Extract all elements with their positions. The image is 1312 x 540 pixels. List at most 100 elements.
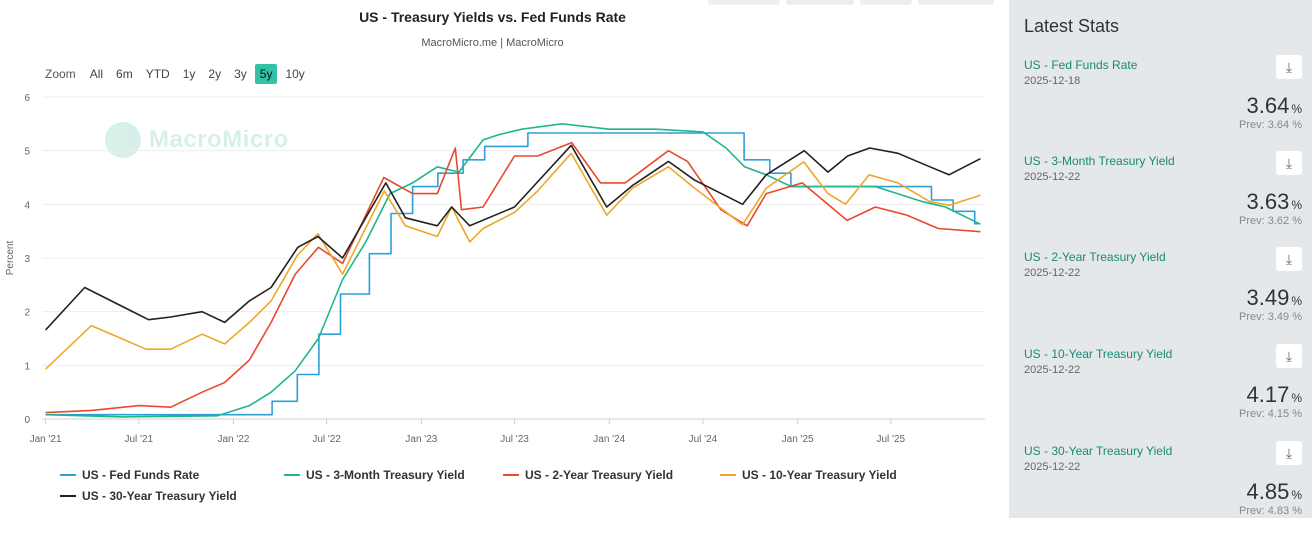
series-line-3 <box>45 141 981 414</box>
x-tick-label: Jul '21 <box>124 434 153 445</box>
stat-date: 2025-12-22 <box>1024 267 1081 279</box>
stat-item-fed-funds: US - Fed Funds Rate 2025-12-18 ⤓ 3.64% P… <box>1009 55 1312 154</box>
x-tick-label: Jul '22 <box>312 434 341 445</box>
stat-item-30-year: US - 30-Year Treasury Yield 2025-12-22 ⤓… <box>1009 441 1312 540</box>
legend-swatch <box>60 474 76 476</box>
top-tab[interactable] <box>708 0 780 5</box>
x-tick-label: Jul '25 <box>877 434 906 445</box>
y-tick-label: 0 <box>24 415 30 426</box>
stat-prev: Prev: 4.15 % <box>1239 408 1302 420</box>
stat-unit: % <box>1291 391 1302 405</box>
stat-value-number: 4.17 <box>1246 382 1290 407</box>
legend-label: US - 3-Month Treasury Yield <box>306 468 465 482</box>
stat-name[interactable]: US - Fed Funds Rate <box>1024 58 1138 72</box>
x-tick-label: Jul '24 <box>689 434 718 445</box>
stat-prev: Prev: 3.49 % <box>1239 311 1302 323</box>
stat-name[interactable]: US - 3-Month Treasury Yield <box>1024 154 1175 168</box>
x-tick-label: Jul '23 <box>500 434 529 445</box>
chart-subtitle: MacroMicro.me | MacroMicro <box>421 37 564 49</box>
watermark-logo-icon <box>105 122 141 158</box>
legend-item-fed-funds[interactable]: US - Fed Funds Rate <box>60 468 199 482</box>
y-tick-label: 3 <box>24 254 30 265</box>
legend-label: US - 10-Year Treasury Yield <box>742 468 897 482</box>
legend-item-30-year[interactable]: US - 30-Year Treasury Yield <box>60 489 237 503</box>
stat-prev: Prev: 4.83 % <box>1239 505 1302 517</box>
stat-value-number: 3.49 <box>1246 285 1290 310</box>
download-icon[interactable]: ⤓ <box>1276 151 1302 175</box>
legend-swatch <box>284 474 300 476</box>
stat-unit: % <box>1291 488 1302 502</box>
line-chart: 0 1 2 3 4 5 6 Percent Jan '21 Jul '21 Jan '22 Jul '… <box>5 93 985 445</box>
stat-value: 4.85% <box>1247 479 1303 505</box>
zoom-1y-button[interactable]: 1y <box>182 67 196 81</box>
stat-item-3-month: US - 3-Month Treasury Yield 2025-12-22 ⤓… <box>1009 151 1312 250</box>
legend-label: US - 2-Year Treasury Yield <box>525 468 674 482</box>
chart-panel: US - Treasury Yields vs. Fed Funds Rate … <box>5 0 994 510</box>
stat-name[interactable]: US - 30-Year Treasury Yield <box>1024 444 1173 458</box>
legend-swatch <box>60 495 76 497</box>
zoom-label: Zoom <box>45 67 76 81</box>
download-icon[interactable]: ⤓ <box>1276 441 1302 465</box>
stat-date: 2025-12-18 <box>1024 75 1081 87</box>
series-line-4 <box>45 152 981 370</box>
y-tick-label: 6 <box>24 93 30 104</box>
stat-date: 2025-12-22 <box>1024 364 1081 376</box>
stat-unit: % <box>1291 198 1302 212</box>
legend-item-2-year[interactable]: US - 2-Year Treasury Yield <box>503 468 673 482</box>
stat-date: 2025-12-22 <box>1024 171 1081 183</box>
y-axis-title: Percent <box>5 241 16 276</box>
zoom-3y-button[interactable]: 3y <box>234 67 247 81</box>
watermark: MacroMicro <box>105 122 289 158</box>
y-tick-label: 1 <box>24 361 30 372</box>
x-tick-label: Jan '23 <box>405 434 437 445</box>
stat-name[interactable]: US - 10-Year Treasury Yield <box>1024 347 1173 361</box>
stat-value: 3.63% <box>1247 189 1303 215</box>
stat-unit: % <box>1291 294 1302 308</box>
zoom-bar: Zoom All 6m YTD 1y 2y 3y 5y 10y <box>45 64 313 84</box>
download-icon[interactable]: ⤓ <box>1276 55 1302 79</box>
stat-value: 3.49% <box>1247 285 1303 311</box>
y-tick-label: 5 <box>24 147 30 158</box>
zoom-2y-button[interactable]: 2y <box>208 67 222 81</box>
y-tick-label: 2 <box>24 308 30 319</box>
stat-value: 4.17% <box>1247 382 1303 408</box>
stat-value-number: 4.85 <box>1246 479 1290 504</box>
legend-swatch <box>503 474 519 476</box>
zoom-all-button[interactable]: All <box>89 67 104 81</box>
zoom-ytd-button[interactable]: YTD <box>145 67 170 81</box>
watermark-text: MacroMicro <box>149 126 289 153</box>
stat-prev: Prev: 3.64 % <box>1239 119 1302 131</box>
zoom-10y-button[interactable]: 10y <box>285 67 305 81</box>
download-icon[interactable]: ⤓ <box>1276 247 1302 271</box>
stat-unit: % <box>1291 102 1302 116</box>
x-tick-label: Jan '22 <box>218 434 250 445</box>
chart-legend: US - Fed Funds Rate US - 3-Month Treasur… <box>60 466 990 510</box>
stat-name[interactable]: US - 2-Year Treasury Yield <box>1024 250 1166 264</box>
stat-item-2-year: US - 2-Year Treasury Yield 2025-12-22 ⤓ … <box>1009 247 1312 346</box>
y-tick-label: 4 <box>24 200 30 211</box>
series-line-5 <box>45 144 981 331</box>
top-tab[interactable] <box>786 0 854 5</box>
zoom-6m-button[interactable]: 6m <box>116 67 133 81</box>
series-line-2 <box>45 123 981 418</box>
stat-value: 3.64% <box>1247 93 1303 119</box>
x-tick-label: Jan '24 <box>593 434 625 445</box>
stat-value-number: 3.63 <box>1246 189 1290 214</box>
chart-title: US - Treasury Yields vs. Fed Funds Rate <box>359 9 626 25</box>
legend-swatch <box>720 474 736 476</box>
legend-item-10-year[interactable]: US - 10-Year Treasury Yield <box>720 468 897 482</box>
stats-title: Latest Stats <box>1024 16 1120 36</box>
legend-label: US - Fed Funds Rate <box>82 468 200 482</box>
top-tab[interactable] <box>860 0 912 5</box>
top-tab[interactable] <box>918 0 994 5</box>
legend-label: US - 30-Year Treasury Yield <box>82 489 237 503</box>
download-icon[interactable]: ⤓ <box>1276 344 1302 368</box>
latest-stats-panel: Latest Stats US - Fed Funds Rate 2025-12… <box>1009 0 1312 518</box>
x-tick-label: Jan '21 <box>30 434 62 445</box>
stat-value-number: 3.64 <box>1246 93 1290 118</box>
series-line-1 <box>45 132 979 416</box>
zoom-5y-button[interactable]: 5y <box>254 64 278 84</box>
legend-item-3-month[interactable]: US - 3-Month Treasury Yield <box>284 468 465 482</box>
stat-prev: Prev: 3.62 % <box>1239 215 1302 227</box>
stat-item-10-year: US - 10-Year Treasury Yield 2025-12-22 ⤓… <box>1009 344 1312 443</box>
